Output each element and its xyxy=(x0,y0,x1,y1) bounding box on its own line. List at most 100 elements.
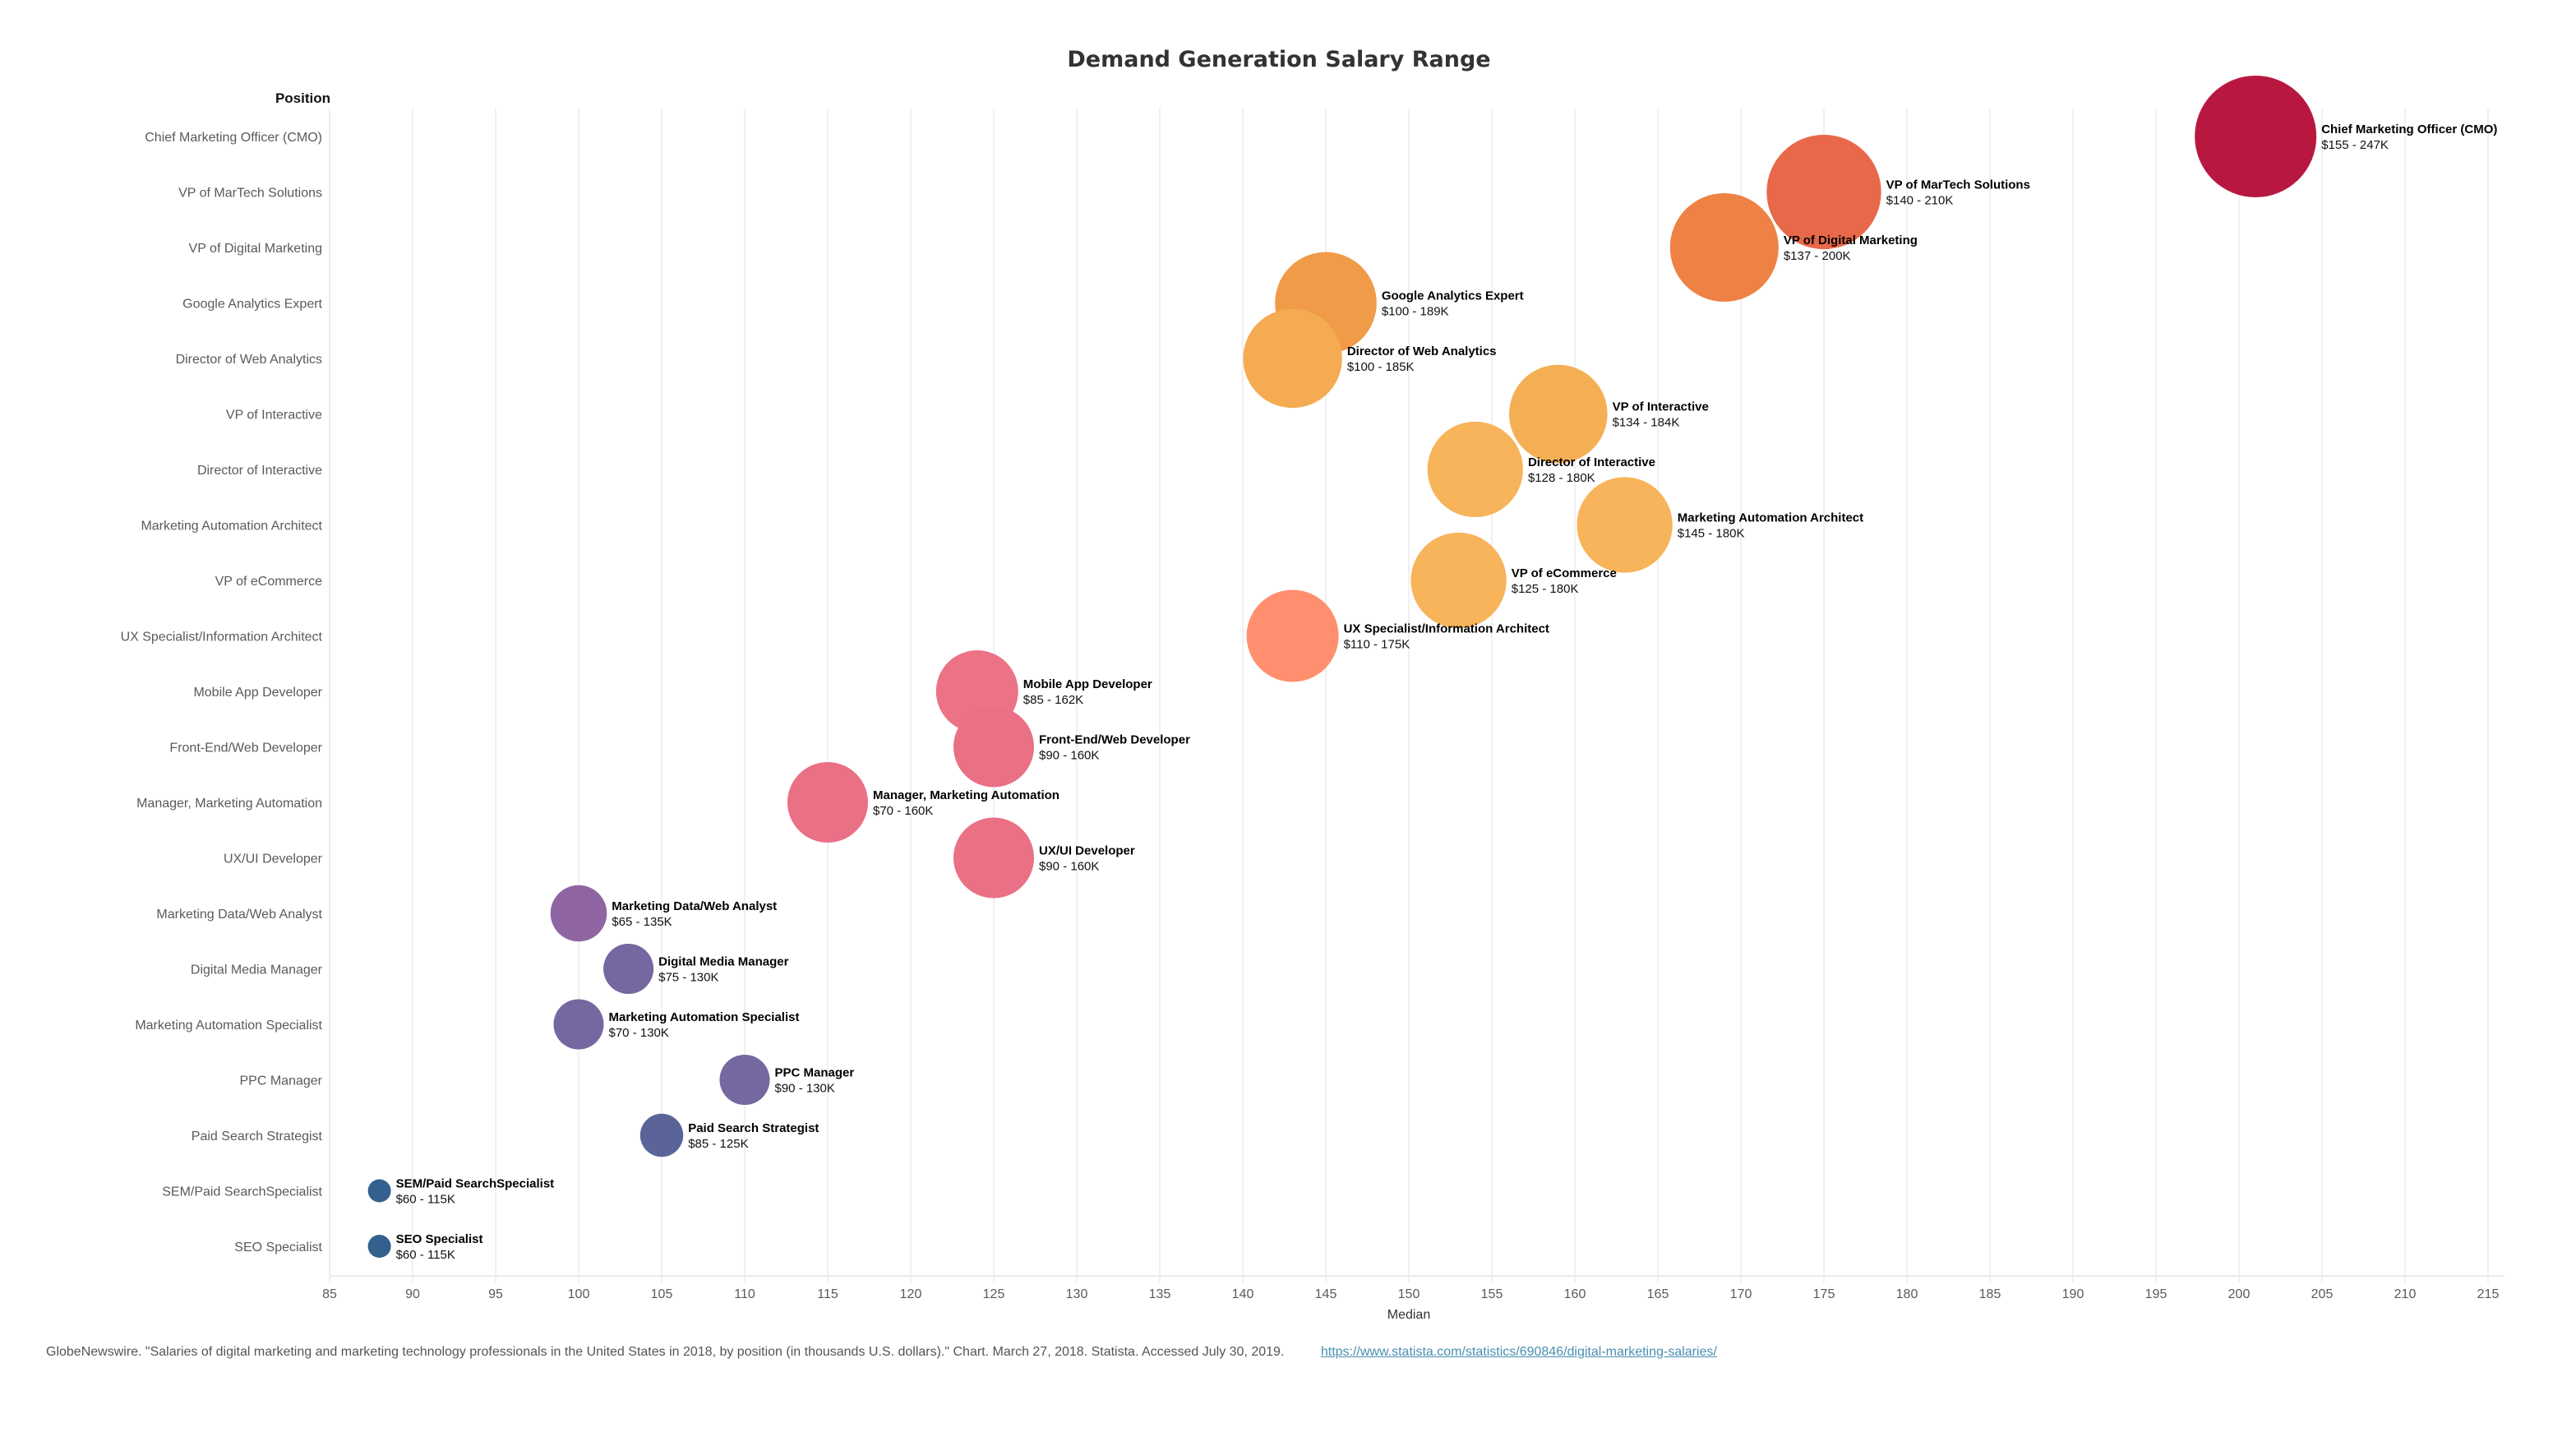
bubble[interactable] xyxy=(367,1179,391,1203)
y-tick-label: Director of Web Analytics xyxy=(176,353,322,367)
x-tick-label: 195 xyxy=(2145,1287,2167,1301)
y-axis-title: Position xyxy=(275,90,330,106)
bubble-name-label: Paid Search Strategist xyxy=(688,1121,819,1135)
x-tick-label: 85 xyxy=(322,1287,337,1301)
bubble-name-label: PPC Manager xyxy=(775,1066,855,1080)
x-tick-label: 205 xyxy=(2311,1287,2334,1301)
bubble[interactable] xyxy=(787,762,868,843)
x-tick-label: 160 xyxy=(1564,1287,1586,1301)
x-tick-label: 155 xyxy=(1481,1287,1503,1301)
bubble-range-label: $137 - 200K xyxy=(1784,249,1851,263)
y-tick-label: VP of Interactive xyxy=(226,409,322,423)
bubble-labels: Chief Marketing Officer (CMO) $155 - 247K… xyxy=(396,122,2498,1262)
bubble-range-label: $155 - 247K xyxy=(2321,138,2389,152)
x-tick-label: 140 xyxy=(1232,1287,1254,1301)
x-tick-label: 185 xyxy=(1979,1287,2001,1301)
x-tick-label: 135 xyxy=(1149,1287,1171,1301)
bubble[interactable] xyxy=(1669,192,1779,303)
bubble[interactable] xyxy=(639,1113,684,1157)
bubble-range-label: $134 - 184K xyxy=(1613,416,1680,430)
bubble-range-label: $140 - 210K xyxy=(1886,194,1954,208)
gridlines xyxy=(329,109,2489,1282)
y-tick-label: Marketing Automation Specialist xyxy=(135,1019,322,1033)
x-axis-title: Median xyxy=(1387,1308,1430,1322)
bubble[interactable] xyxy=(603,943,654,995)
bubble-name-label: Director of Interactive xyxy=(1528,455,1655,469)
bubble-name-label: Mobile App Developer xyxy=(1023,677,1152,691)
bubble-range-label: $65 - 135K xyxy=(612,915,672,929)
bubble[interactable] xyxy=(1246,589,1339,682)
x-tick-label: 115 xyxy=(817,1287,838,1301)
bubble[interactable] xyxy=(1427,421,1523,518)
x-tick-label: 105 xyxy=(651,1287,673,1301)
bubble[interactable] xyxy=(367,1235,391,1258)
bubble-name-label: VP of Interactive xyxy=(1613,400,1709,414)
y-tick-label: Digital Media Manager xyxy=(191,963,323,977)
y-axis-ticks: Chief Marketing Officer (CMO) VP of MarTe… xyxy=(121,131,323,1254)
bubble[interactable] xyxy=(553,999,604,1050)
bubble-range-label: $90 - 130K xyxy=(775,1082,835,1096)
y-tick-label: VP of eCommerce xyxy=(215,575,323,589)
x-tick-label: 100 xyxy=(568,1287,590,1301)
bubble[interactable] xyxy=(1508,364,1608,464)
source-footer: GlobeNewswire. "Salaries of digital mark… xyxy=(46,1345,1717,1360)
bubble[interactable] xyxy=(550,885,607,942)
source-citation: GlobeNewswire. "Salaries of digital mark… xyxy=(46,1345,1285,1359)
y-tick-label: Manager, Marketing Automation xyxy=(136,797,322,811)
bubble-name-label: VP of Digital Marketing xyxy=(1784,233,1918,247)
y-tick-label: PPC Manager xyxy=(240,1074,323,1088)
bubble-range-label: $90 - 160K xyxy=(1039,749,1099,763)
bubble-name-label: Google Analytics Expert xyxy=(1382,289,1524,303)
bubble-name-label: Marketing Data/Web Analyst xyxy=(612,899,777,913)
bubble-name-label: Manager, Marketing Automation xyxy=(873,788,1059,802)
bubble-name-label: Director of Web Analytics xyxy=(1347,344,1497,358)
source-link[interactable]: https://www.statista.com/statistics/6908… xyxy=(1320,1345,1717,1359)
bubble-name-label: UX Specialist/Information Architect xyxy=(1344,622,1549,636)
bubble[interactable] xyxy=(1577,477,1673,573)
bubbles xyxy=(367,76,2317,1258)
x-tick-label: 175 xyxy=(1813,1287,1835,1301)
bubble-range-label: $70 - 160K xyxy=(873,804,933,818)
x-tick-label: 165 xyxy=(1647,1287,1669,1301)
x-tick-label: 180 xyxy=(1896,1287,1918,1301)
chart-title: Demand Generation Salary Range xyxy=(1067,47,1490,72)
x-tick-label: 190 xyxy=(2062,1287,2084,1301)
bubble[interactable] xyxy=(1766,134,1881,250)
x-tick-label: 120 xyxy=(900,1287,922,1301)
bubble[interactable] xyxy=(719,1054,770,1106)
y-tick-label: Front-End/Web Developer xyxy=(169,742,322,755)
x-tick-label: 90 xyxy=(405,1287,420,1301)
bubble-name-label: Front-End/Web Developer xyxy=(1039,733,1190,747)
x-tick-label: 210 xyxy=(2394,1287,2417,1301)
y-tick-label: Chief Marketing Officer (CMO) xyxy=(145,131,322,145)
bubble-range-label: $100 - 185K xyxy=(1347,360,1415,374)
bubble-name-label: VP of eCommerce xyxy=(1512,566,1617,580)
bubble[interactable] xyxy=(953,817,1034,899)
x-tick-label: 125 xyxy=(983,1287,1005,1301)
y-tick-label: Google Analytics Expert xyxy=(182,298,322,312)
bubble-name-label: SEM/Paid SearchSpecialist xyxy=(396,1177,555,1191)
bubble-range-label: $70 - 130K xyxy=(609,1026,669,1040)
x-tick-label: 110 xyxy=(734,1287,755,1301)
bubble-name-label: Chief Marketing Officer (CMO) xyxy=(2321,122,2497,136)
x-tick-label: 200 xyxy=(2228,1287,2251,1301)
bubble[interactable] xyxy=(1410,532,1507,629)
x-tick-label: 150 xyxy=(1398,1287,1420,1301)
bubble-range-label: $60 - 115K xyxy=(396,1193,455,1207)
y-tick-label: SEM/Paid SearchSpecialist xyxy=(162,1185,322,1199)
y-tick-label: VP of Digital Marketing xyxy=(189,242,322,256)
y-tick-label: VP of MarTech Solutions xyxy=(178,187,322,201)
y-tick-label: Marketing Automation Architect xyxy=(141,520,322,534)
y-tick-label: Mobile App Developer xyxy=(193,686,322,700)
bubble-name-label: Marketing Automation Architect xyxy=(1678,511,1863,525)
bubble[interactable] xyxy=(1243,308,1342,409)
x-tick-label: 170 xyxy=(1730,1287,1752,1301)
bubble[interactable] xyxy=(953,706,1034,788)
x-tick-label: 145 xyxy=(1315,1287,1337,1301)
bubble[interactable] xyxy=(2195,76,2317,197)
bubble-range-label: $145 - 180K xyxy=(1678,527,1745,541)
x-tick-label: 95 xyxy=(488,1287,503,1301)
x-tick-label: 215 xyxy=(2477,1287,2500,1301)
bubble-range-label: $125 - 180K xyxy=(1512,582,1579,596)
